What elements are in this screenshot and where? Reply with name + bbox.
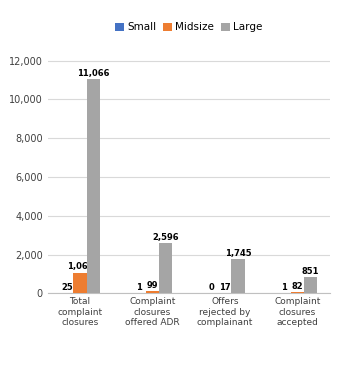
Legend: Small, Midsize, Large: Small, Midsize, Large (111, 18, 267, 36)
Bar (291, 292, 304, 293)
Bar (146, 291, 159, 293)
Text: 1: 1 (282, 283, 287, 292)
Text: 1,745: 1,745 (225, 249, 251, 258)
Text: 0: 0 (209, 283, 215, 292)
Text: 11,066: 11,066 (77, 68, 109, 77)
Bar (304, 277, 317, 293)
Bar (159, 243, 172, 293)
Text: 1,066: 1,066 (67, 262, 93, 271)
Bar (86, 79, 100, 293)
Text: 851: 851 (302, 267, 319, 276)
Text: 1: 1 (136, 283, 142, 292)
Text: 25: 25 (61, 283, 73, 292)
Text: 17: 17 (219, 283, 231, 292)
Bar (73, 273, 86, 293)
Text: 2,596: 2,596 (152, 233, 179, 242)
Text: 99: 99 (147, 281, 158, 290)
Text: 82: 82 (292, 282, 303, 291)
Bar (232, 259, 244, 293)
